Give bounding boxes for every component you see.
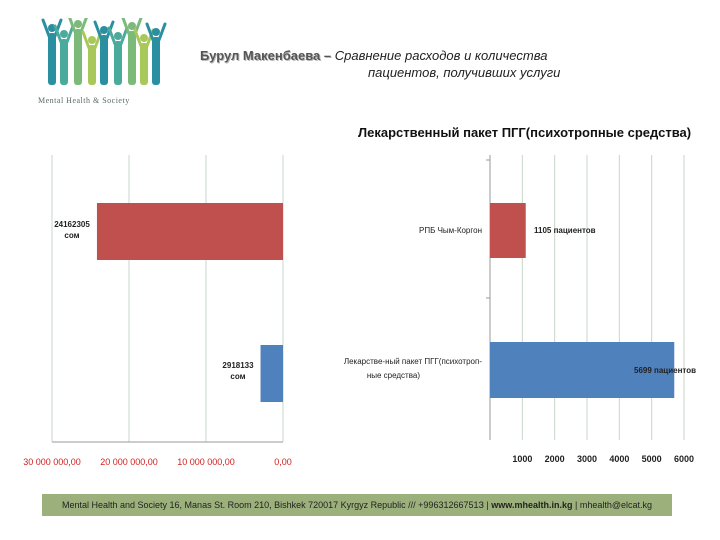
- logo-person-body: [48, 33, 56, 85]
- logo-figures: [41, 18, 167, 85]
- right-x-tick-label: 6000: [674, 454, 694, 464]
- right-category-label: РПБ Чым-Коргон: [419, 226, 482, 235]
- logo-person-head: [128, 22, 136, 30]
- logo-person-arm: [68, 18, 77, 34]
- logo-person-body: [74, 29, 82, 85]
- logo-person-arm: [81, 30, 91, 50]
- logo-person-arm: [119, 26, 129, 46]
- left-bar: [260, 345, 283, 402]
- right-category-label: Лекарстве-ный пакет ПГГ(психотроп-ные ср…: [344, 357, 482, 380]
- right-x-tick-label: 1000: [512, 454, 532, 464]
- logo-person-body: [88, 45, 96, 85]
- logo-text: Mental Health & Society: [38, 96, 130, 105]
- logo-person-body: [100, 35, 108, 85]
- right-data-label: 1105 пациентов: [534, 226, 596, 235]
- logo-person-body: [140, 43, 148, 85]
- logo-person-arm: [53, 24, 63, 44]
- right-x-tick-label: 2000: [545, 454, 565, 464]
- left-x-tick-label: 0,00: [274, 457, 292, 467]
- subject-line-2: пациентов, получивших услуги: [368, 65, 561, 80]
- left-x-tick-label: 20 000 000,00: [100, 457, 158, 467]
- logo-person-head: [60, 30, 68, 38]
- logo-person-arm: [41, 18, 51, 38]
- left-x-tick-label: 10 000 000,00: [177, 457, 235, 467]
- logo-person-arm: [157, 22, 167, 42]
- slide-header: Бурул Макенбаева – Сравнение расходов и …: [200, 48, 560, 80]
- left-data-label: 24162305 сом: [54, 220, 90, 240]
- logo-person-arm: [107, 26, 117, 46]
- logo-person-arm: [79, 18, 88, 34]
- logo-person-arm: [53, 18, 63, 38]
- logo-person-head: [152, 28, 160, 36]
- logo-person-head: [100, 26, 108, 34]
- chart-title: Лекарственный пакет ПГГ(психотропные сре…: [358, 125, 692, 140]
- right-bar: [490, 203, 526, 258]
- author-name: Бурул Макенбаева –: [200, 48, 332, 63]
- logo-person-arm: [145, 28, 155, 48]
- logo-person-body: [60, 39, 68, 85]
- logo-person-arm: [121, 18, 131, 36]
- logo-person-body: [128, 31, 136, 85]
- footer-bar: Mental Health and Society 16, Manas St. …: [42, 494, 672, 516]
- right-x-tick-label: 5000: [642, 454, 662, 464]
- logo-person-arm: [65, 24, 75, 44]
- footer-email[interactable]: | mhealth@elcat.kg: [574, 500, 652, 510]
- logo-person-body: [114, 41, 122, 85]
- left-chart-grid: [51, 155, 284, 442]
- left-x-tick-label: 30 000 000,00: [23, 457, 81, 467]
- logo-person-head: [114, 32, 122, 40]
- logo-person-arm: [145, 22, 155, 42]
- logo-person-head: [140, 34, 148, 42]
- logo-person-body: [152, 37, 160, 85]
- right-x-tick-label: 4000: [609, 454, 629, 464]
- right-data-label: 5699 пациентов: [634, 366, 696, 375]
- logo-person-head: [74, 20, 82, 28]
- logo-person-arm: [93, 20, 103, 40]
- left-data-label: 2918133 сом: [222, 361, 254, 381]
- subject-line-1: Сравнение расходов и количества: [334, 48, 548, 63]
- left-bar: [96, 203, 283, 260]
- logo-person-arm: [133, 28, 143, 48]
- right-x-tick-label: 3000: [577, 454, 597, 464]
- footer-address: Mental Health and Society 16, Manas St. …: [61, 500, 489, 510]
- footer-website[interactable]: www.mhealth.in.kg: [491, 500, 573, 510]
- right-bar: [490, 342, 675, 398]
- logo-person-head: [88, 36, 96, 44]
